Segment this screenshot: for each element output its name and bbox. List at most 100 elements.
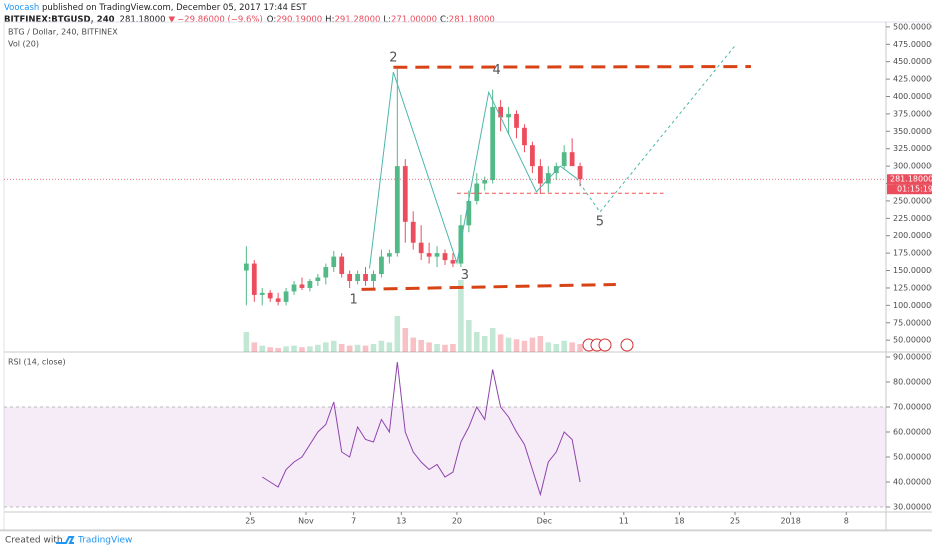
volume-bar xyxy=(315,344,321,352)
volume-bar xyxy=(338,344,345,352)
candle-body xyxy=(450,260,456,264)
y-tick-label: 250.00000 xyxy=(893,196,932,205)
y-tick-label: 90.00000 xyxy=(893,353,931,362)
volume-bar xyxy=(267,347,273,352)
candle-body xyxy=(243,263,249,271)
volume-bar xyxy=(243,332,250,352)
candle-body xyxy=(514,113,519,128)
volume-bar xyxy=(577,344,583,352)
price: 281.18000 xyxy=(120,15,166,25)
volume-bar xyxy=(450,344,456,352)
candle-body xyxy=(402,166,408,222)
candle-body xyxy=(522,127,527,146)
y-tick-label: 50.00000 xyxy=(893,453,931,462)
candle-body xyxy=(418,242,424,254)
y-tick-label: 425.00000 xyxy=(893,75,932,84)
candle-body xyxy=(506,113,511,118)
x-tick-label: 18 xyxy=(674,517,684,526)
candle-body xyxy=(331,256,337,268)
x-tick-label: 2018 xyxy=(780,517,800,526)
candle-body xyxy=(577,166,583,180)
y-tick-label: 30.00000 xyxy=(893,503,931,512)
candle-body xyxy=(426,253,432,257)
volume-bar xyxy=(402,328,409,352)
x-tick-label: 13 xyxy=(396,517,406,526)
volume-bar xyxy=(291,345,297,352)
y-tick-label: 100.00000 xyxy=(893,301,932,310)
candle-body xyxy=(474,183,480,201)
symbol: BITFINEX:BTGUSD, 240 xyxy=(4,15,115,25)
arrow: ▼ xyxy=(169,15,176,25)
y-tick-label: 375.00000 xyxy=(893,109,932,118)
ohlc-label: H: xyxy=(325,15,334,25)
x-tick-label: 25 xyxy=(245,517,255,526)
drawing xyxy=(369,71,577,269)
ohlc-label: O: xyxy=(267,15,276,25)
volume-bar xyxy=(545,342,552,352)
wave-label: 2 xyxy=(389,51,397,66)
volume-bar xyxy=(569,342,575,352)
y-tick-label: 80.00000 xyxy=(893,378,931,387)
ohlc-label: C: xyxy=(440,15,449,25)
wave-label: 1 xyxy=(349,292,357,307)
candle-body xyxy=(537,166,543,184)
volume-bar xyxy=(505,337,512,352)
volume-bar xyxy=(283,346,289,352)
candle-body xyxy=(394,166,400,254)
volume-bar xyxy=(529,337,536,352)
candle-body xyxy=(482,180,488,184)
volume-bar xyxy=(426,342,432,352)
volume-bar xyxy=(410,337,416,352)
ohlc-label: L: xyxy=(383,15,391,25)
volume-bar xyxy=(553,344,560,352)
candle-body xyxy=(339,256,345,275)
candle-body xyxy=(442,253,448,261)
candle-body xyxy=(299,284,305,288)
y-tick-label: 500.00000 xyxy=(893,22,932,31)
volume-bar xyxy=(474,332,480,352)
x-tick-label: 25 xyxy=(730,517,740,526)
volume-bar xyxy=(466,320,472,352)
header-line: Voocash published on TradingView.com, De… xyxy=(4,3,307,13)
candle-body xyxy=(275,298,281,302)
y-tick-label: 325.00000 xyxy=(893,144,932,153)
footer-brand: TradingView xyxy=(77,536,132,546)
volume-bar xyxy=(434,344,440,352)
y-tick-label: 150.00000 xyxy=(893,266,932,275)
candle-body xyxy=(251,263,257,295)
volume-bar xyxy=(386,342,393,352)
candle-body xyxy=(490,106,496,181)
candle-body xyxy=(530,145,535,167)
candle-body xyxy=(561,152,567,167)
ohlc-value: 290.19000 xyxy=(276,15,322,25)
countdown-box xyxy=(887,184,932,195)
drawing xyxy=(393,65,751,69)
rsi-band xyxy=(4,407,886,507)
candle-body xyxy=(553,166,559,174)
candle-body xyxy=(259,292,265,295)
candle-body xyxy=(355,274,360,281)
volume-bar xyxy=(458,280,464,352)
candle-body xyxy=(434,253,440,257)
volume-bar xyxy=(561,340,567,352)
last-price-box xyxy=(887,174,932,185)
y-tick-label: 40.00000 xyxy=(893,478,931,487)
drawing xyxy=(575,45,736,213)
countdown: 01:15:19 xyxy=(897,185,932,194)
y-tick-label: 70.00000 xyxy=(893,403,931,412)
y-tick-label: 300.00000 xyxy=(893,162,932,171)
pane-title: RSI (14, close) xyxy=(8,358,66,367)
volume-bar xyxy=(370,344,377,352)
y-tick-label: 350.00000 xyxy=(893,127,932,136)
event-icon xyxy=(620,338,634,352)
symbol-line: BITFINEX:BTGUSD, 240 281.18000 ▼ −29.86000 … xyxy=(4,15,495,25)
x-tick-label: Nov xyxy=(298,517,314,526)
volume-bar xyxy=(497,334,504,352)
volume-bar xyxy=(513,339,520,352)
candle-body xyxy=(410,221,416,243)
volume-bar xyxy=(354,344,361,352)
ohlc-value: 271.00000 xyxy=(391,15,437,25)
x-tick-label: Dec xyxy=(537,517,552,526)
